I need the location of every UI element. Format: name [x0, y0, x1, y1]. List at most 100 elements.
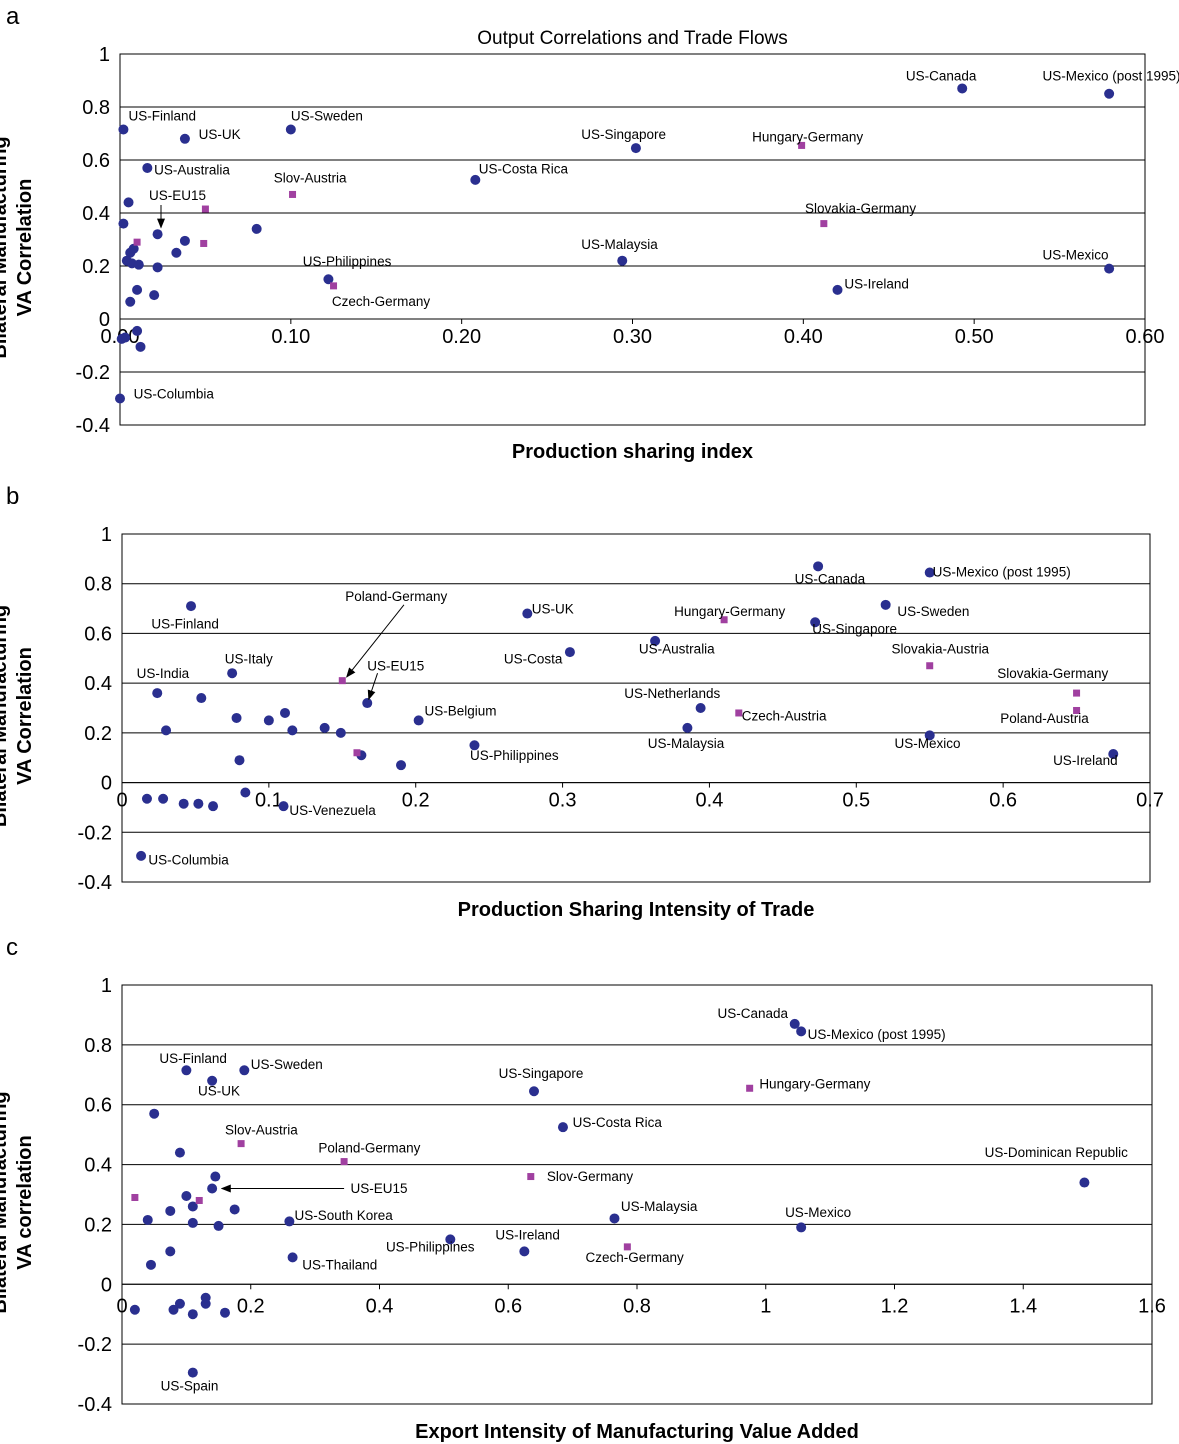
point-annotation: US-Mexico: [894, 736, 960, 751]
data-point-circle: [132, 284, 143, 295]
data-point-circle: [285, 124, 296, 135]
data-point-circle: [695, 703, 706, 713]
data-point-circle: [445, 1234, 456, 1245]
data-point-circle: [210, 1171, 221, 1182]
point-annotation: US-Australia: [639, 641, 715, 656]
data-point-circle: [152, 262, 163, 273]
point-annotation: US-Columbia: [148, 853, 229, 868]
point-annotation: US-Singapore: [581, 127, 666, 142]
point-annotation: US-Canada: [906, 69, 977, 84]
chart-title: Output Correlations and Trade Flows: [477, 28, 788, 49]
point-annotation: US-Canada: [795, 572, 866, 587]
data-point-circle: [207, 1075, 218, 1086]
x-tick-label: 1.4: [1009, 1295, 1037, 1317]
x-tick-label: 0.2: [237, 1295, 265, 1317]
y-tick-label: 0.8: [84, 574, 112, 596]
x-tick-label: 0.8: [623, 1295, 651, 1317]
y-tick-label: 0.6: [84, 623, 112, 645]
data-point-circle: [470, 174, 481, 185]
data-point-square: [133, 238, 141, 246]
data-point-square: [735, 709, 743, 717]
y-tick-label: -0.4: [78, 1394, 112, 1416]
data-point-circle: [287, 725, 298, 736]
y-tick-label: 1: [101, 975, 112, 997]
data-point-square: [200, 239, 208, 247]
point-annotation: US-Ireland: [1053, 753, 1118, 768]
data-point-circle: [179, 235, 190, 246]
y-tick-label: -0.2: [78, 1334, 112, 1356]
data-point-square: [131, 1193, 139, 1201]
y-tick-label: 0.8: [84, 1035, 112, 1057]
data-point-square: [1073, 706, 1081, 714]
data-point-square: [338, 677, 346, 685]
data-point-circle: [880, 599, 891, 610]
annotation-arrow: [346, 604, 405, 678]
point-annotation: US-Ireland: [844, 277, 909, 292]
x-axis-title: Export Intensity of Manufacturing Value …: [415, 1421, 859, 1443]
point-annotation: US-EU15: [351, 1181, 408, 1196]
x-tick-label: 0.60: [1126, 326, 1165, 348]
data-point-circle: [145, 1259, 156, 1270]
panel-letter: c: [6, 934, 18, 961]
point-annotation: Hungary-Germany: [759, 1076, 870, 1091]
point-annotation: Poland-Germany: [318, 1141, 420, 1156]
point-annotation: US-Ireland: [495, 1227, 560, 1242]
x-axis-title: Production sharing index: [512, 441, 753, 463]
data-point-circle: [142, 1214, 153, 1225]
x-tick-label: 0.20: [442, 326, 481, 348]
y-tick-label: 0.2: [82, 256, 110, 278]
point-annotation: Slov-Austria: [225, 1123, 298, 1138]
data-point-circle: [227, 668, 238, 679]
y-tick-label: 0.2: [84, 723, 112, 745]
point-annotation: US-Finland: [159, 1051, 227, 1066]
data-point-circle: [924, 567, 935, 578]
x-tick-label: 0.3: [549, 790, 577, 812]
data-point-circle: [149, 290, 160, 301]
data-point-circle: [362, 698, 373, 709]
point-annotation: Czech-Austria: [742, 708, 827, 723]
plot-frame: [121, 984, 1153, 1405]
point-annotation: US-Costa: [504, 651, 563, 666]
point-annotation: US-Mexico: [1043, 247, 1109, 262]
x-tick-label: 1: [760, 1295, 771, 1317]
x-axis-title: Production Sharing Intensity of Trade: [458, 899, 815, 921]
point-annotation: US-Philippines: [386, 1239, 475, 1254]
y-tick-label: -0.2: [78, 822, 112, 844]
y-tick-label: 0: [99, 309, 110, 331]
data-point-circle: [957, 83, 968, 94]
data-point-circle: [171, 247, 182, 258]
data-point-circle: [1108, 748, 1119, 759]
y-axis-title: Bilateral Manufacturing VA Correlation: [0, 605, 36, 827]
data-point-circle: [165, 1205, 176, 1216]
x-tick-label: 1.2: [881, 1295, 909, 1317]
point-annotation: US-Sweden: [291, 108, 363, 123]
data-point-circle: [187, 1201, 198, 1212]
point-annotation: US-Singapore: [499, 1066, 584, 1081]
data-point-circle: [220, 1307, 230, 1318]
point-annotation: US-Finland: [151, 616, 219, 631]
y-axis-title: Bilateral Manufacturing VA correlation: [0, 1091, 36, 1313]
y-axis-title: Bilateral Manufacturing VA Correlation: [0, 136, 36, 358]
data-point-circle: [280, 707, 291, 718]
data-point-circle: [609, 1213, 620, 1224]
data-point-square: [527, 1173, 535, 1181]
annotation-arrow: [367, 673, 379, 701]
point-annotation: US-EU15: [149, 188, 206, 203]
plot-frame: [121, 533, 1151, 883]
point-annotation: US-Singapore: [812, 621, 897, 636]
point-annotation: US-Belgium: [425, 703, 497, 718]
y-tick-label: 0: [101, 773, 112, 795]
data-point-circle: [229, 1204, 240, 1215]
data-point-square: [820, 220, 828, 228]
point-annotation: US-UK: [198, 1084, 240, 1099]
x-tick-label: 0.30: [613, 326, 652, 348]
data-point-circle: [200, 1292, 211, 1303]
y-tick-label: 0: [101, 1274, 112, 1296]
data-point-circle: [158, 793, 169, 804]
point-annotation: US-Malaysia: [581, 237, 658, 252]
y-tick-label: 0.8: [82, 97, 110, 119]
point-annotation: Slovakia-Germany: [997, 666, 1108, 681]
chart-panel-c: c-0.4-0.200.20.40.60.810 0.2 0.4 0.6 0.8 1 1.2…: [0, 934, 1166, 1443]
data-point-circle: [196, 693, 207, 704]
data-point-circle: [208, 801, 219, 812]
